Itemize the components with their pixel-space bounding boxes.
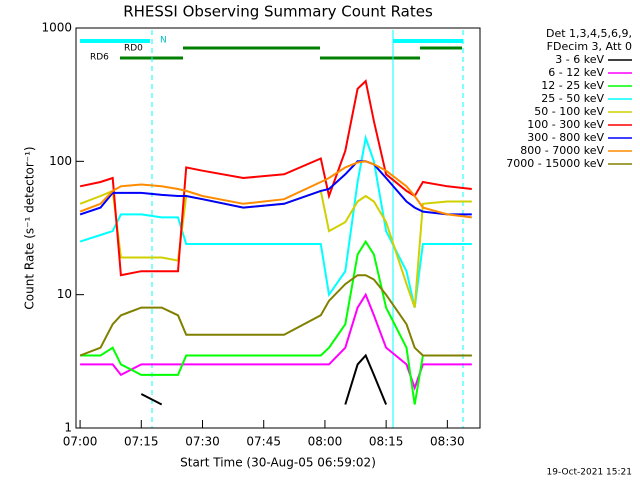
y-tick-label: 10 [57, 287, 72, 301]
chart-title: RHESSI Observing Summary Count Rates [123, 3, 433, 21]
y-tick-label: 1 [64, 421, 72, 435]
series-line [79, 160, 472, 219]
series-line [79, 160, 472, 216]
y-axis-label: Count Rate (s⁻¹ detector⁻¹) [23, 146, 37, 309]
legend-label: 25 - 50 keV [541, 92, 604, 105]
x-tick-label: 08:00 [308, 435, 343, 449]
x-tick-label: 08:15 [369, 435, 404, 449]
footer-date: 19-Oct-2021 15:21 [547, 468, 632, 478]
series-line [79, 79, 472, 277]
x-tick-label: 07:30 [185, 435, 220, 449]
series-line [79, 274, 472, 357]
annotation-label: RD0 [124, 44, 143, 54]
legend-label: 12 - 25 keV [541, 79, 604, 92]
x-tick-label: 07:45 [246, 435, 281, 449]
legend-header: FDecim 3, Att 0 [547, 40, 632, 53]
x-axis-label: Start Time (30-Aug-05 06:59:02) [180, 456, 376, 470]
series-line [140, 353, 388, 406]
y-tick-label: 1000 [41, 21, 72, 35]
x-tick-label: 08:30 [430, 435, 465, 449]
legend-header: Det 1,3,4,5,6,9, [546, 27, 632, 40]
annotation-label: N [160, 36, 167, 46]
legend-label: 7000 - 15000 keV [506, 157, 604, 170]
legend-label: 3 - 6 keV [555, 53, 604, 66]
y-tick-label: 100 [49, 154, 72, 168]
annotation-label: RD6 [90, 53, 109, 63]
plot-frame [75, 27, 481, 429]
legend-label: 100 - 300 keV [527, 118, 604, 131]
legend-label: 800 - 7000 keV [520, 144, 604, 157]
x-tick-label: 07:00 [63, 435, 98, 449]
series-line [80, 239, 472, 405]
annotation-bars: N RD0 RD6 [80, 30, 464, 428]
legend-label: 300 - 800 keV [527, 131, 604, 144]
legend-label: 6 - 12 keV [548, 66, 604, 79]
x-tick-label: 07:15 [124, 435, 159, 449]
legend-label: 50 - 100 keV [534, 105, 604, 118]
series-line [79, 134, 472, 308]
